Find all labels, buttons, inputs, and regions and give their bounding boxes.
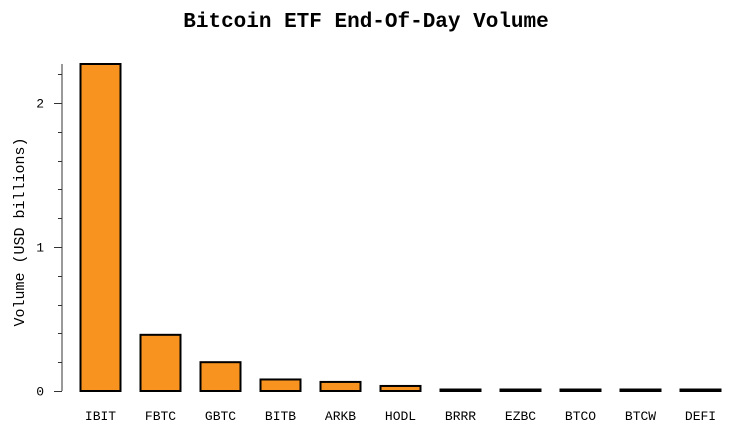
- x-category-label: BRRR: [445, 409, 476, 424]
- x-category-label: ARKB: [325, 409, 356, 424]
- x-category-label: HODL: [385, 409, 416, 424]
- y-axis: 0 1 2: [36, 64, 63, 400]
- bar-defi: [679, 388, 722, 392]
- bar-ibit: [79, 63, 122, 392]
- x-category-label: BTCO: [565, 409, 596, 424]
- bar-fbtc: [139, 333, 182, 393]
- bar-ezbc: [499, 388, 542, 392]
- x-category-label: DEFI: [685, 409, 716, 424]
- x-category-label: GBTC: [205, 409, 236, 424]
- bar-hodl: [379, 384, 422, 393]
- y-axis-label: Volume (USD billions): [12, 137, 29, 326]
- bar-btco: [559, 388, 602, 392]
- y-tick-label: 2: [36, 97, 44, 112]
- bar-arkb: [319, 380, 362, 393]
- bar-brrr: [439, 388, 482, 392]
- bar-bitb: [259, 378, 302, 392]
- x-axis-categories: IBIT FBTC GBTC BITB ARKB HODL BRRR EZBC BTCO BTCW…: [85, 409, 716, 424]
- bar-btcw: [619, 388, 662, 392]
- y-tick-label: 0: [36, 385, 44, 400]
- x-category-label: EZBC: [505, 409, 536, 424]
- y-tick-label: 1: [36, 241, 44, 256]
- chart-title: Bitcoin ETF End-Of-Day Volume: [183, 11, 548, 34]
- x-category-label: BTCW: [625, 409, 656, 424]
- bars: [79, 63, 722, 393]
- x-category-label: IBIT: [85, 409, 116, 424]
- x-category-label: FBTC: [145, 409, 176, 424]
- x-category-label: BITB: [265, 409, 296, 424]
- bar-gbtc: [199, 361, 242, 392]
